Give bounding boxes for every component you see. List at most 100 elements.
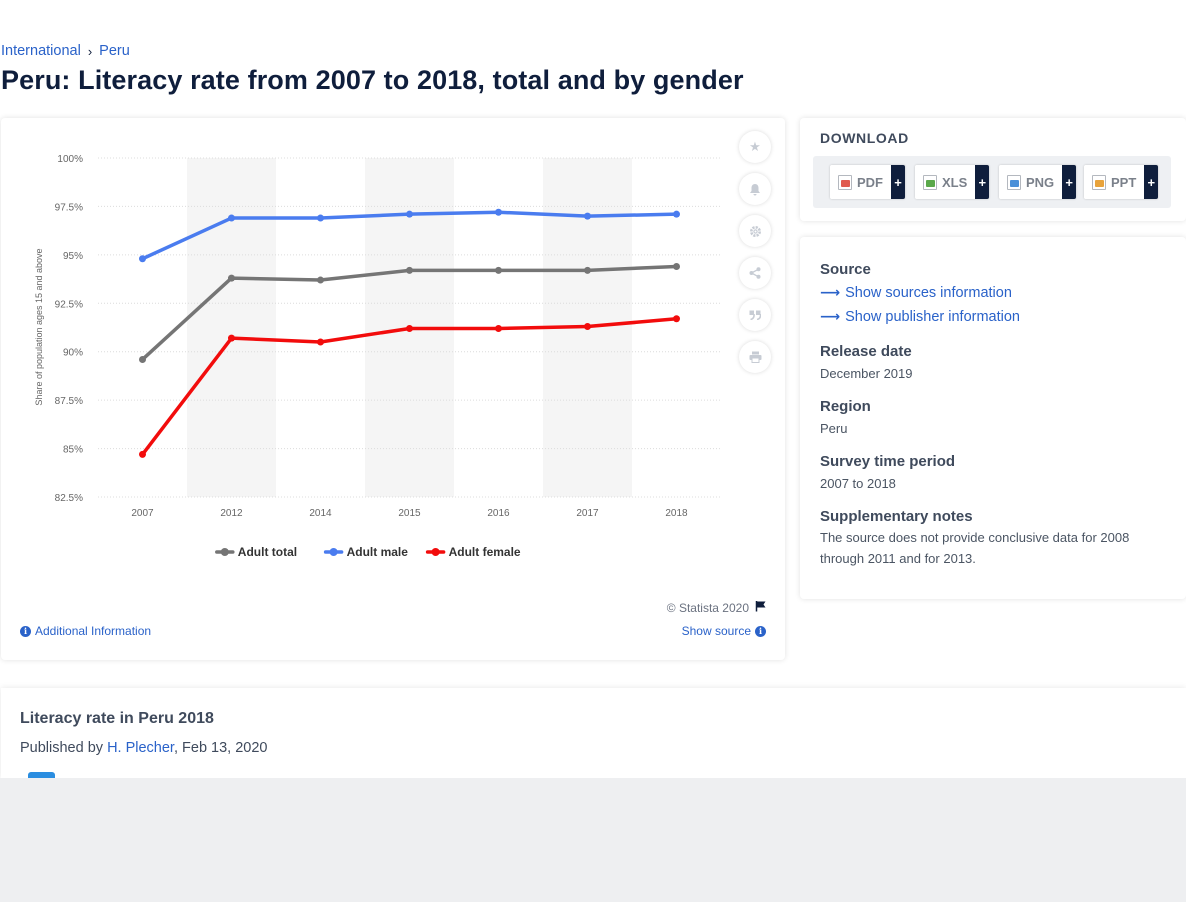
published-date: , Feb 13, 2020 [173,740,268,756]
description-title: Literacy rate in Peru 2018 [20,710,214,727]
show-source-label: Show source [681,624,751,638]
breadcrumb-international[interactable]: International [1,43,81,59]
y-tick-label: 95% [63,251,83,262]
arrow-right-icon: ⟶ [820,284,841,300]
y-tick-label: 97.5% [55,202,83,213]
show-sources-label: Show sources information [845,284,1012,301]
download-bar: PDF + XLS + PNG + [813,156,1171,208]
data-point [495,324,502,332]
download-xls-label: XLS [942,174,968,190]
data-point [584,266,591,274]
download-ppt-main: PPT [1084,165,1145,199]
data-point [406,210,413,218]
show-source-link[interactable]: Show source i [682,624,766,638]
source-label: Source [820,261,871,278]
y-tick-label: 92.5% [55,299,83,310]
line-chart: 100% 97.5% 95% 92.5% 90% 87.5% 85% 82.5% 2007 201… [34,154,721,559]
data-point [228,214,235,222]
download-card: DOWNLOAD PDF + XLS + PNG [800,118,1186,221]
description-card: Literacy rate in Peru 2018 Published by … [1,688,1186,778]
download-heading: DOWNLOAD [820,130,909,146]
data-point [673,262,680,270]
y-tick-label: 85% [63,445,83,456]
published-prefix: Published by [20,740,108,756]
release-date-value: December 2019 [820,366,913,381]
legend-marker [431,548,440,556]
download-xls-main: XLS [915,165,976,199]
breadcrumb: International › Peru [1,43,130,59]
content-tab-indicator[interactable] [28,772,55,778]
info-icon: i [755,625,766,637]
plus-icon: + [975,165,990,199]
y-axis-title: Share of population ages 15 and above [34,248,44,405]
chart-toolbar: ★ [739,131,771,373]
region-value: Peru [820,421,848,436]
survey-period-value: 2007 to 2018 [820,476,896,491]
legend-marker [220,548,229,556]
download-ppt-button[interactable]: PPT + [1084,165,1159,199]
info-icon: i [20,625,31,637]
x-tick-label: 2018 [665,508,688,519]
data-point [228,274,235,282]
data-point [317,338,324,346]
supplementary-notes-value: The source does not provide conclusive d… [820,530,1130,566]
plus-icon: + [1062,165,1077,199]
copyright-text: © Statista 2020 [666,600,749,615]
ppt-file-icon [1092,174,1106,190]
plus-icon: + [1144,165,1159,199]
plus-icon: + [891,165,905,199]
share-icon[interactable] [739,257,771,289]
png-file-icon [1007,174,1021,190]
x-tick-label: 2016 [487,508,510,519]
data-point [406,324,413,332]
data-point [584,323,591,331]
data-point [139,255,146,263]
xls-file-icon [923,174,937,190]
show-publisher-label: Show publisher information [845,308,1020,325]
download-png-label: PNG [1026,174,1055,190]
data-point [673,315,680,323]
star-icon[interactable]: ★ [739,131,771,163]
download-pdf-button[interactable]: PDF + [830,165,905,199]
show-publisher-link[interactable]: ⟶ Show publisher information [820,308,1020,325]
download-png-main: PNG [999,165,1063,199]
gear-icon[interactable] [739,215,771,247]
x-tick-label: 2007 [131,508,154,519]
data-point [139,450,146,458]
legend-label: Adult male [347,545,409,559]
page-background-lower [0,778,1186,902]
y-tick-label: 100% [57,154,83,165]
print-icon[interactable] [739,341,771,373]
supplementary-notes-label: Supplementary notes [820,508,973,525]
x-tick-label: 2015 [398,508,421,519]
bell-icon[interactable] [739,173,771,205]
breadcrumb-peru[interactable]: Peru [99,43,130,59]
y-tick-label: 87.5% [55,396,83,407]
y-tick-label: 82.5% [55,493,83,504]
legend-label: Adult female [449,545,521,559]
data-point [584,212,591,220]
data-point [406,266,413,274]
page-title: Peru: Literacy rate from 2007 to 2018, t… [1,65,744,95]
download-xls-button[interactable]: XLS + [915,165,990,199]
statistic-details-card: Source ⟶ Show sources information ⟶ Show… [800,237,1186,599]
download-png-button[interactable]: PNG + [999,165,1077,199]
data-point [495,266,502,274]
y-tick-label: 90% [63,348,83,359]
download-pdf-main: PDF [830,165,891,199]
author-link[interactable]: H. Plecher [107,740,174,756]
quote-icon[interactable] [739,299,771,331]
x-tick-label: 2012 [220,508,243,519]
show-sources-link[interactable]: ⟶ Show sources information [820,284,1012,301]
x-tick-label: 2014 [309,508,332,519]
published-by: Published by H. Plecher, Feb 13, 2020 [20,740,267,756]
data-point [317,276,324,284]
additional-information-link[interactable]: i Additional Information [20,624,151,638]
chart-card: 100% 97.5% 95% 92.5% 90% 87.5% 85% 82.5% 2007 201… [1,118,785,660]
release-date-label: Release date [820,343,912,360]
data-point [228,334,235,342]
flag-icon[interactable] [755,600,767,615]
download-pdf-label: PDF [857,174,883,190]
survey-period-label: Survey time period [820,453,956,470]
